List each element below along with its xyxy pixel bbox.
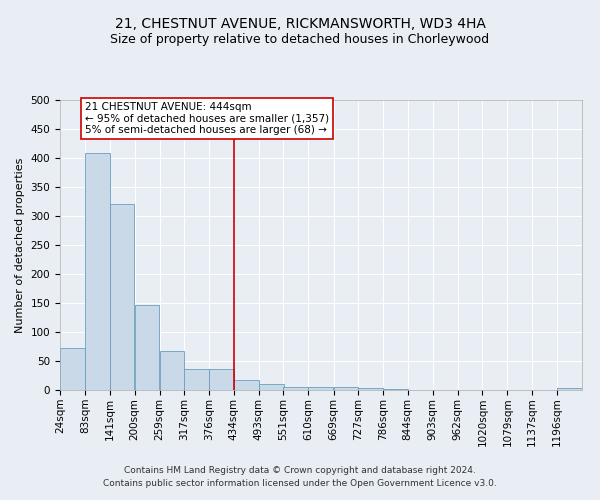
- Text: 21, CHESTNUT AVENUE, RICKMANSWORTH, WD3 4HA: 21, CHESTNUT AVENUE, RICKMANSWORTH, WD3 …: [115, 18, 485, 32]
- Bar: [209, 369, 234, 390]
- Text: Contains HM Land Registry data © Crown copyright and database right 2024.
Contai: Contains HM Land Registry data © Crown c…: [103, 466, 497, 487]
- Bar: [184, 369, 209, 390]
- Text: 21 CHESTNUT AVENUE: 444sqm
← 95% of detached houses are smaller (1,357)
5% of se: 21 CHESTNUT AVENUE: 444sqm ← 95% of deta…: [85, 102, 329, 135]
- Bar: [334, 387, 358, 390]
- Bar: [134, 304, 160, 390]
- Bar: [110, 204, 134, 390]
- Bar: [60, 348, 85, 390]
- Bar: [557, 388, 582, 390]
- Bar: [259, 384, 284, 390]
- Bar: [358, 388, 383, 390]
- Y-axis label: Number of detached properties: Number of detached properties: [15, 158, 25, 332]
- Text: Size of property relative to detached houses in Chorleywood: Size of property relative to detached ho…: [110, 32, 490, 46]
- Bar: [234, 380, 259, 390]
- Bar: [160, 350, 184, 390]
- Bar: [283, 387, 308, 390]
- Bar: [85, 154, 110, 390]
- Bar: [308, 386, 333, 390]
